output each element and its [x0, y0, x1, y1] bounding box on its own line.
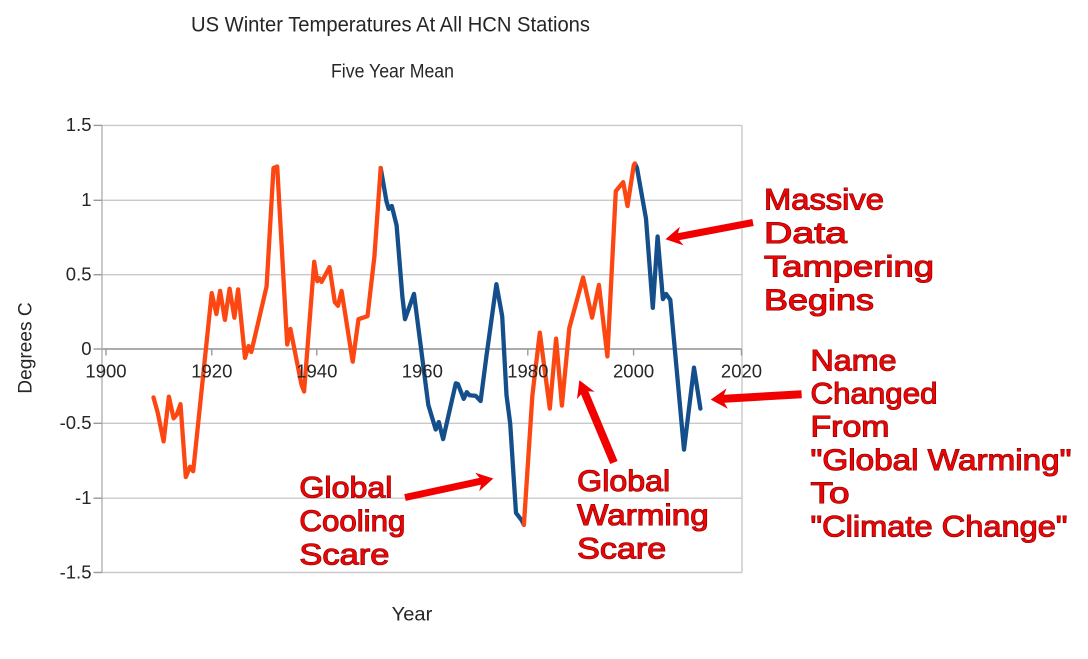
svg-text:Year: Year [392, 604, 433, 625]
svg-text:-1: -1 [75, 487, 91, 508]
svg-text:Warming: Warming [577, 499, 709, 532]
svg-text:1.5: 1.5 [66, 114, 92, 135]
svg-text:Name: Name [811, 344, 897, 377]
svg-text:US Winter Temperatures At All: US Winter Temperatures At All HCN Statio… [191, 12, 590, 36]
svg-text:Global: Global [577, 465, 670, 498]
svg-text:To: To [811, 477, 850, 510]
svg-text:0: 0 [81, 338, 91, 359]
svg-text:-0.5: -0.5 [60, 412, 92, 433]
svg-text:Scare: Scare [577, 532, 666, 565]
svg-text:Degrees C: Degrees C [16, 302, 37, 394]
svg-text:1: 1 [81, 189, 91, 210]
svg-text:2000: 2000 [613, 361, 654, 382]
svg-text:Massive: Massive [764, 184, 884, 217]
svg-text:Scare: Scare [299, 538, 389, 571]
svg-text:"Climate Change": "Climate Change" [811, 510, 1068, 543]
svg-text:1960: 1960 [402, 361, 443, 382]
svg-text:1920: 1920 [191, 361, 232, 382]
svg-text:Five Year Mean: Five Year Mean [331, 61, 454, 82]
svg-text:Global: Global [299, 471, 392, 504]
svg-text:2020: 2020 [721, 361, 762, 382]
svg-text:Data: Data [764, 217, 847, 250]
svg-text:Tampering: Tampering [764, 250, 934, 283]
svg-text:1980: 1980 [507, 361, 548, 382]
svg-text:0.5: 0.5 [66, 264, 92, 285]
svg-text:"Global Warming": "Global Warming" [811, 444, 1072, 477]
svg-text:Begins: Begins [764, 284, 874, 317]
svg-text:1940: 1940 [296, 361, 337, 382]
svg-text:1900: 1900 [85, 361, 126, 382]
svg-text:Cooling: Cooling [299, 505, 405, 538]
svg-text:From: From [811, 411, 890, 444]
svg-text:-1.5: -1.5 [60, 561, 92, 582]
svg-text:Changed: Changed [811, 378, 938, 411]
